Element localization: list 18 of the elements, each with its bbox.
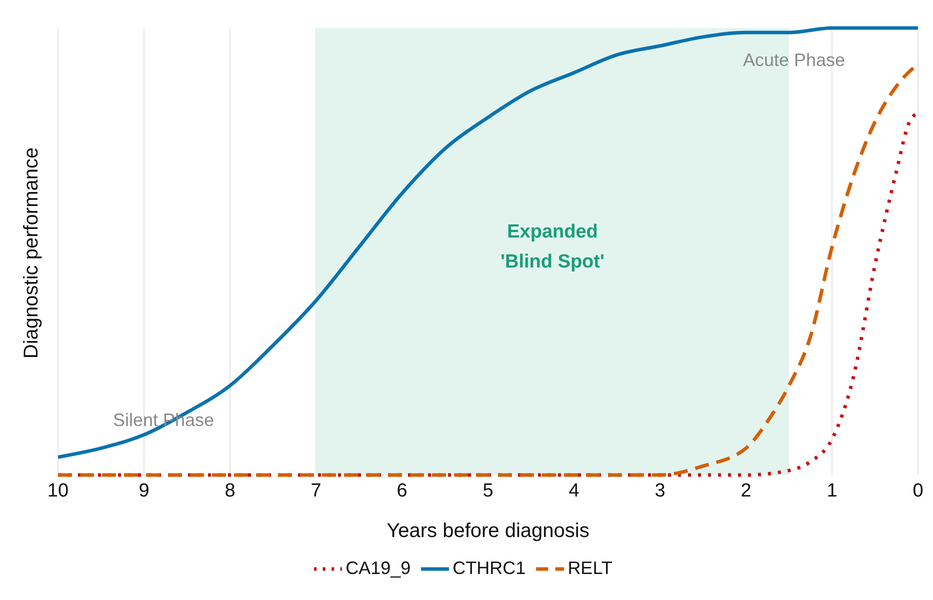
x-axis-title: Years before diagnosis (386, 520, 590, 542)
x-tick-label: 6 (396, 480, 408, 502)
legend-label: RELT (568, 558, 612, 578)
x-tick-label: 9 (138, 480, 150, 502)
band-label: Expanded 'Blind Spot' (500, 222, 605, 272)
x-tick-label: 7 (310, 480, 322, 502)
x-tick-label: 5 (482, 480, 494, 502)
annotation: Acute Phase (743, 50, 846, 71)
x-tick-label: 10 (47, 480, 69, 502)
x-tick-label: 2 (740, 480, 752, 502)
x-tick-label: 1 (826, 480, 838, 502)
y-axis-title: Diagnostic performance (20, 147, 44, 359)
x-tick-label: 3 (654, 480, 666, 502)
x-tick-label: 8 (224, 480, 236, 502)
legend-label: CTHRC1 (452, 558, 526, 578)
legend-label: CA19_9 (346, 558, 411, 578)
x-tick-label: 4 (568, 480, 580, 502)
x-tick-label: 0 (912, 480, 924, 502)
